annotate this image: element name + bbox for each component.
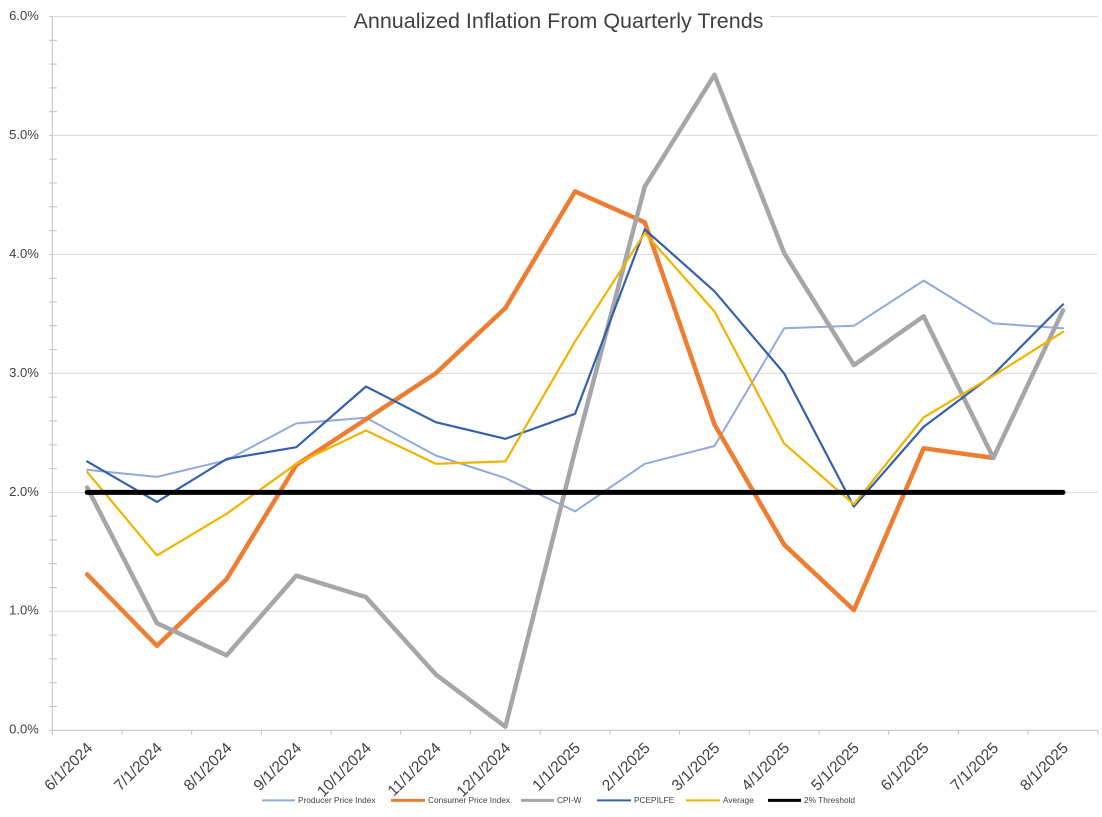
svg-text:PCEPILFE: PCEPILFE [634, 795, 675, 805]
svg-text:4.0%: 4.0% [9, 246, 39, 261]
svg-text:6.0%: 6.0% [9, 8, 39, 23]
svg-text:Average: Average [723, 795, 754, 805]
svg-text:2% Threshold: 2% Threshold [804, 795, 855, 805]
svg-text:5.0%: 5.0% [9, 127, 39, 142]
svg-text:2.0%: 2.0% [9, 484, 39, 499]
svg-text:Annualized Inflation From Quar: Annualized Inflation From Quarterly Tren… [354, 9, 764, 33]
svg-text:0.0%: 0.0% [9, 722, 39, 737]
svg-text:Producer Price Index: Producer Price Index [298, 795, 376, 805]
svg-text:1.0%: 1.0% [9, 603, 39, 618]
svg-text:CPI-W: CPI-W [557, 795, 582, 805]
svg-text:Consumer Price Index: Consumer Price Index [428, 795, 511, 805]
svg-text:3.0%: 3.0% [9, 365, 39, 380]
